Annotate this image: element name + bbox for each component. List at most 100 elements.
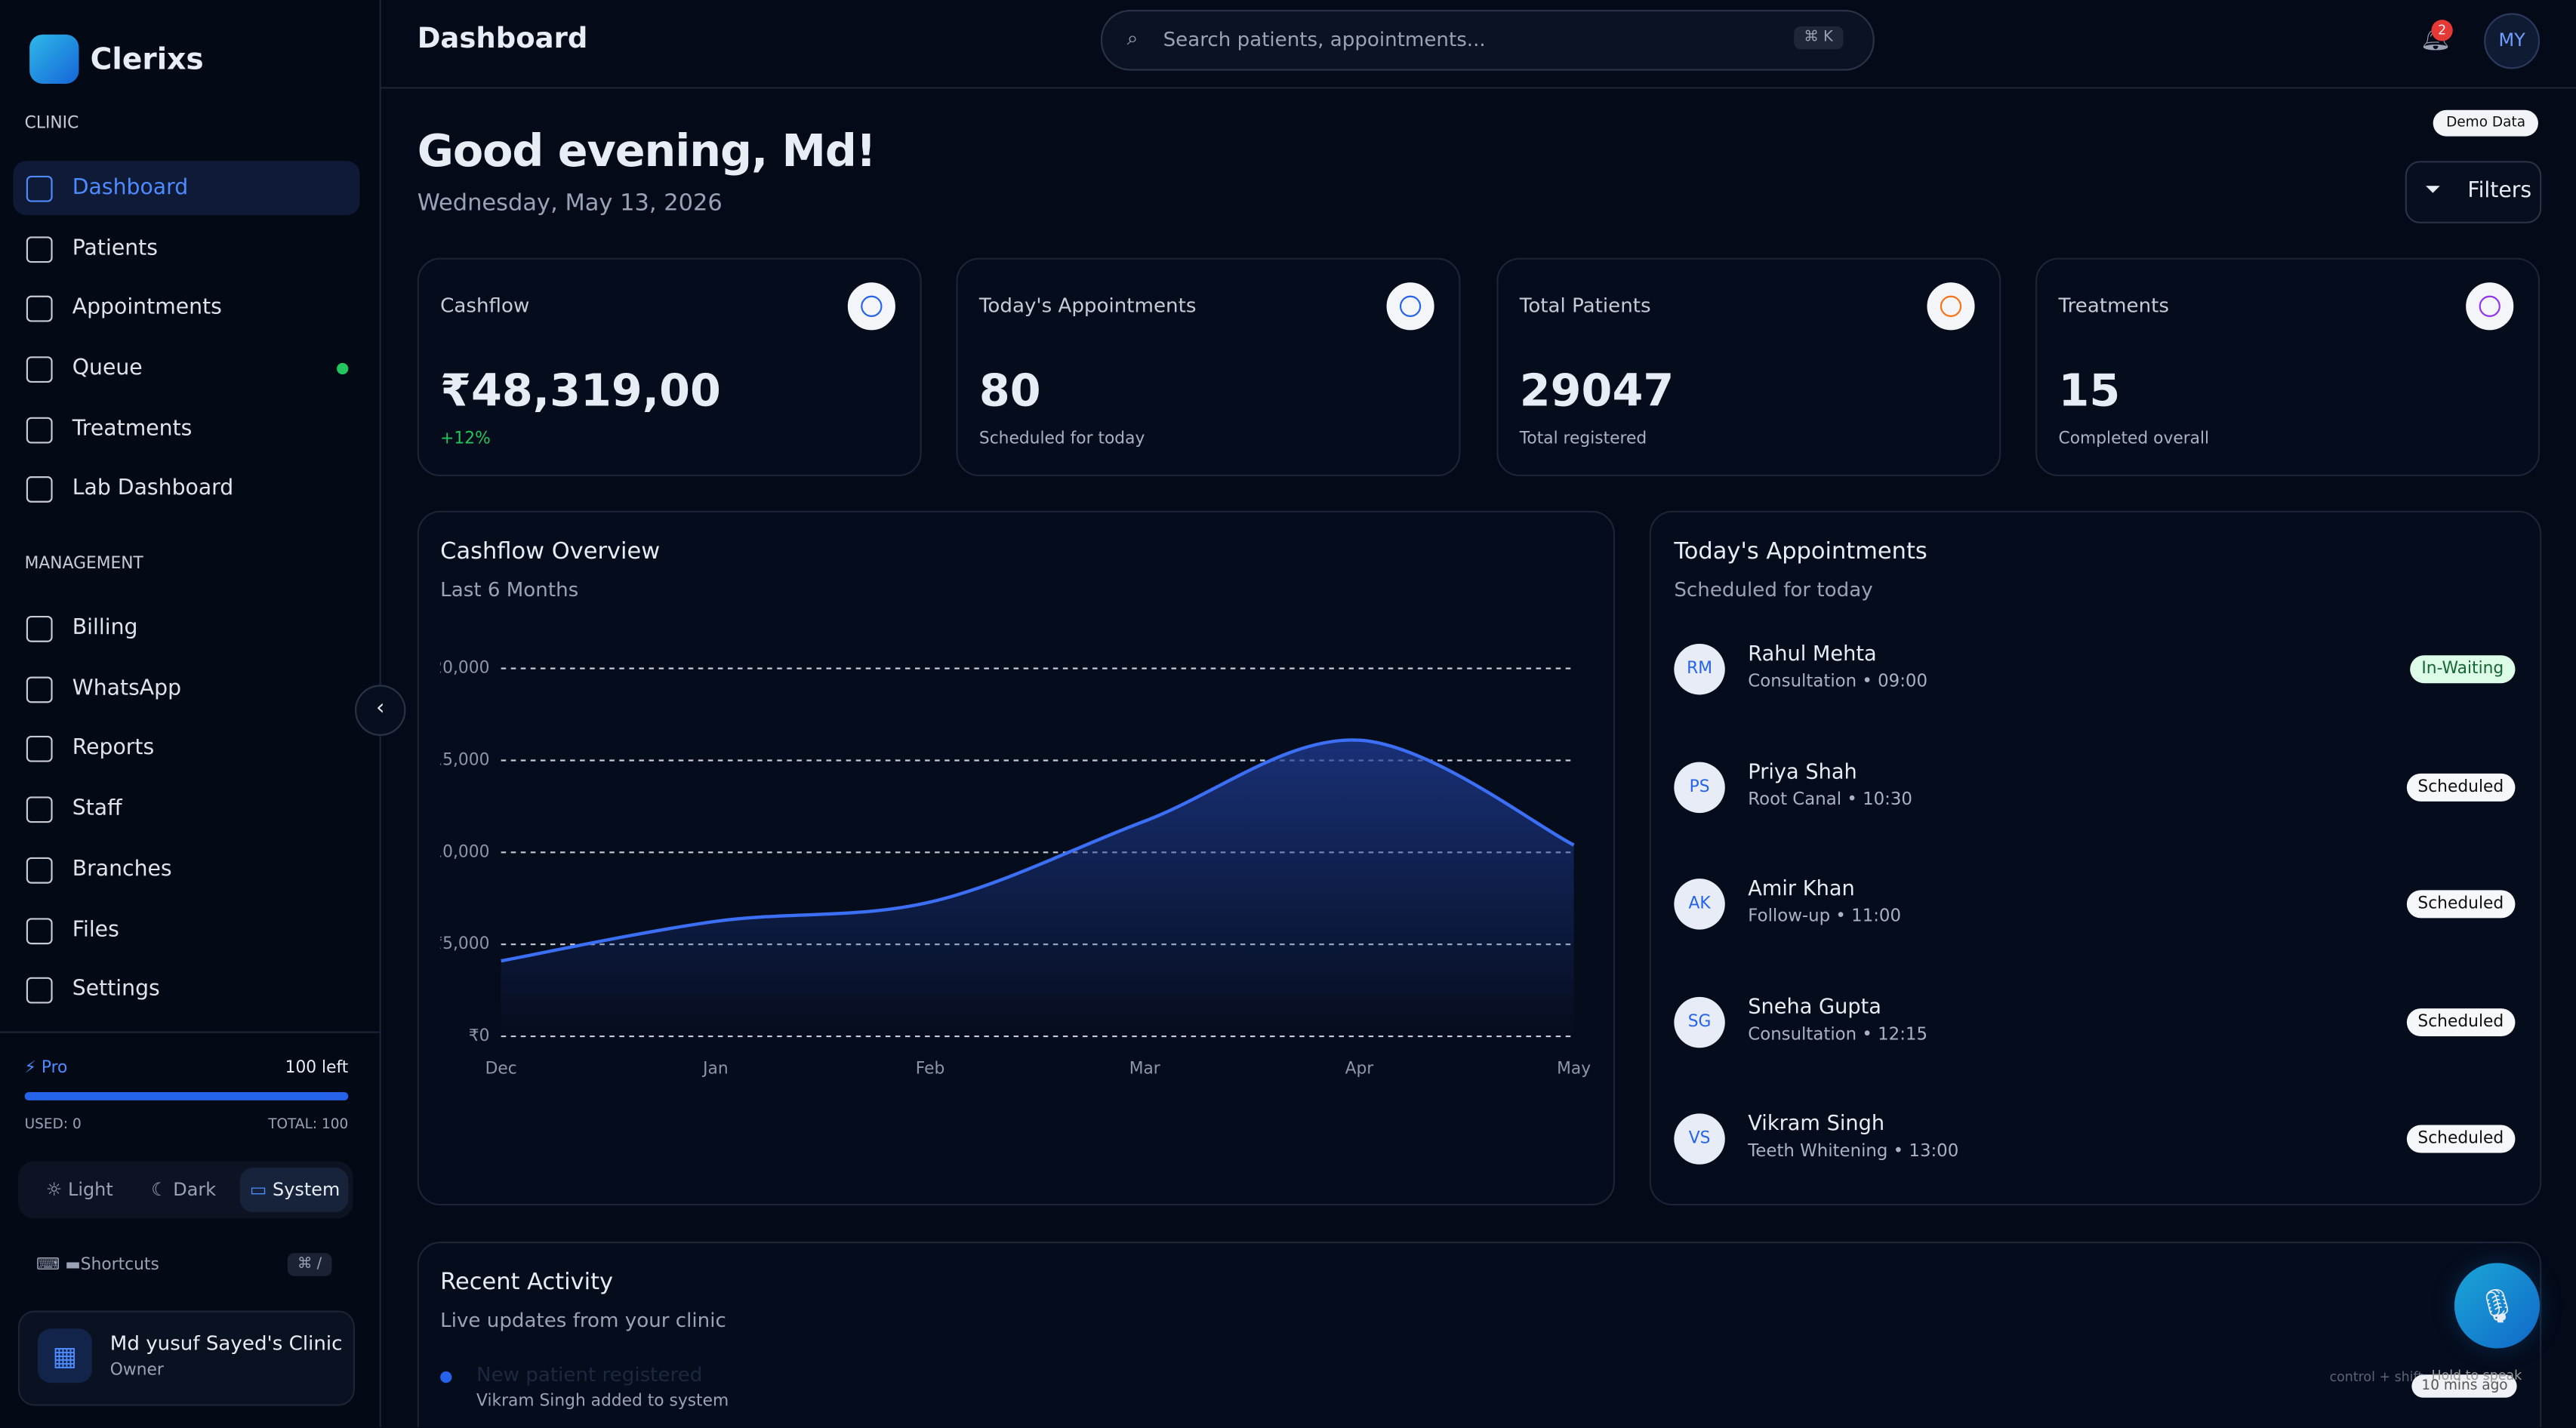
greeting: Good evening, Md! — [417, 126, 877, 178]
plan-left: 100 left — [285, 1059, 349, 1078]
voice-hold: Hold to speak — [2431, 1368, 2522, 1383]
clinic-name: Md yusuf Sayed's Clinic — [109, 1331, 343, 1356]
nav-item[interactable]: Dashboard — [72, 175, 189, 201]
chart: ₹0 ₹5,000 ₹10,000 ₹15,000 ₹20,000 Dec Jan Feb Ma… — [421, 659, 1591, 1079]
stat-note: Scheduled for today — [978, 430, 1145, 449]
stat-label: Treatments — [2058, 294, 2170, 317]
theme-dark[interactable]: ☾ Dark — [151, 1179, 217, 1201]
appointment-name[interactable]: Amir Khan — [1748, 875, 1855, 900]
theme-light-label: Light — [67, 1179, 113, 1201]
filters-button[interactable] — [2405, 161, 2542, 223]
appointment-avatar: RM — [1674, 643, 1725, 695]
y-tick-label: ₹0 — [469, 1026, 490, 1045]
nav-section-title: MANAGEMENT — [24, 555, 143, 574]
appointment-status: In-Waiting — [2410, 655, 2516, 684]
plan-label: Pro — [41, 1059, 68, 1078]
stat-icon — [847, 282, 895, 331]
appointments-card — [1649, 510, 2542, 1206]
stat-value: 29047 — [1519, 366, 1675, 417]
y-tick-label: ₹5,000 — [432, 934, 489, 953]
appointments-title: Today's Appointments — [1674, 538, 1927, 565]
appointment-detail: Teeth Whitening • 13:00 — [1748, 1141, 1959, 1162]
plan-total: TOTAL: 100 — [268, 1116, 349, 1134]
appointment-name[interactable]: Sneha Gupta — [1748, 993, 1881, 1019]
nav-item[interactable]: Patients — [72, 236, 158, 261]
theme-light[interactable]: ☼ Light — [45, 1179, 113, 1201]
appointment-detail: Consultation • 09:00 — [1748, 671, 1927, 692]
appointment-detail: Consultation • 12:15 — [1748, 1024, 1927, 1045]
appointment-name[interactable]: Vikram Singh — [1748, 1109, 1885, 1135]
activity-subtitle: Live updates from your clinic — [440, 1309, 726, 1332]
stat-note: +12% — [440, 430, 491, 449]
header-border — [379, 87, 2576, 89]
nav-icon — [26, 295, 53, 322]
appointment-avatar: VS — [1674, 1113, 1725, 1165]
theme-system-label: System — [273, 1179, 340, 1201]
stat-card — [1496, 257, 2001, 477]
nav-icon — [26, 918, 53, 945]
nav-item[interactable]: Reports — [72, 735, 155, 761]
x-tick-label: Mar — [1129, 1060, 1160, 1079]
appointment-name[interactable]: Priya Shah — [1748, 759, 1857, 783]
appointment-status: Scheduled — [2406, 773, 2516, 802]
x-tick-label: Dec — [485, 1060, 517, 1079]
filters-label: Filters — [2467, 179, 2532, 204]
stat-card — [2035, 257, 2541, 477]
nav-item[interactable]: Files — [72, 918, 119, 943]
notification-count: 2 — [2431, 20, 2453, 42]
collapse-button[interactable]: ‹ — [355, 685, 406, 736]
search-placeholder: Search patients, appointments... — [1163, 27, 1486, 51]
appointment-status: Scheduled — [2406, 1125, 2516, 1153]
nav-item[interactable]: Lab Dashboard — [72, 476, 234, 501]
nav-section-title: CLINIC — [24, 115, 79, 134]
x-tick-label: Feb — [916, 1060, 945, 1079]
x-tick-label: Apr — [1345, 1060, 1374, 1079]
appointment-name[interactable]: Rahul Mehta — [1748, 640, 1877, 666]
search-box[interactable] — [1100, 10, 1875, 71]
chart-subtitle: Last 6 Months — [440, 577, 579, 602]
nav-item[interactable]: Billing — [72, 616, 138, 641]
nav-item[interactable]: WhatsApp — [72, 676, 182, 702]
appointments-subtitle: Scheduled for today — [1674, 577, 1873, 602]
nav-icon — [26, 236, 53, 263]
nav-icon — [26, 476, 53, 503]
page-title: Dashboard — [417, 23, 588, 56]
appointment-status: Scheduled — [2406, 1008, 2516, 1037]
brand: Clerixs — [90, 42, 204, 78]
search-icon: ⌕ — [1126, 26, 1139, 50]
x-tick-label: Jan — [701, 1060, 729, 1079]
queue-status — [337, 362, 349, 375]
nav-icon — [26, 977, 53, 1004]
voice-button[interactable]: 🎙︎ — [2454, 1263, 2541, 1349]
y-tick-label: ₹10,000 — [421, 842, 489, 861]
theme-system[interactable]: ▭ System — [249, 1179, 340, 1201]
nav-icon — [26, 857, 53, 884]
activity-time: 10 mins ago — [2411, 1374, 2518, 1398]
nav-item[interactable]: Staff — [72, 796, 122, 821]
shortcuts[interactable]: ⌨ ▬Shortcuts — [35, 1256, 159, 1275]
logo — [29, 34, 79, 84]
avatar[interactable]: MY — [2484, 13, 2541, 69]
nav-icon — [26, 735, 53, 762]
nav-item[interactable]: Queue — [72, 356, 143, 381]
theme-active — [239, 1168, 349, 1212]
stat-icon — [2466, 282, 2514, 331]
stat-value: ₹48,319,00 — [440, 366, 721, 417]
stat-note: Total registered — [1519, 430, 1647, 449]
nav-icon — [26, 356, 53, 383]
x-tick-label: May — [1557, 1060, 1591, 1079]
nav-item[interactable]: Settings — [72, 977, 160, 1002]
nav-icon — [26, 676, 53, 703]
appointment-detail: Root Canal • 10:30 — [1748, 789, 1912, 810]
nav-icon — [26, 175, 53, 202]
stat-label: Today's Appointments — [978, 294, 1197, 317]
demo-badge: Demo Data — [2433, 109, 2539, 137]
nav-item[interactable]: Treatments — [72, 417, 193, 442]
stat-card — [956, 257, 1461, 477]
stat-label: Cashflow — [440, 294, 530, 317]
theme-dark-label: Dark — [173, 1179, 217, 1201]
search-key: ⌘ K — [1794, 26, 1843, 50]
divider — [0, 1031, 380, 1033]
nav-item[interactable]: Appointments — [72, 295, 222, 321]
nav-item[interactable]: Branches — [72, 857, 172, 882]
